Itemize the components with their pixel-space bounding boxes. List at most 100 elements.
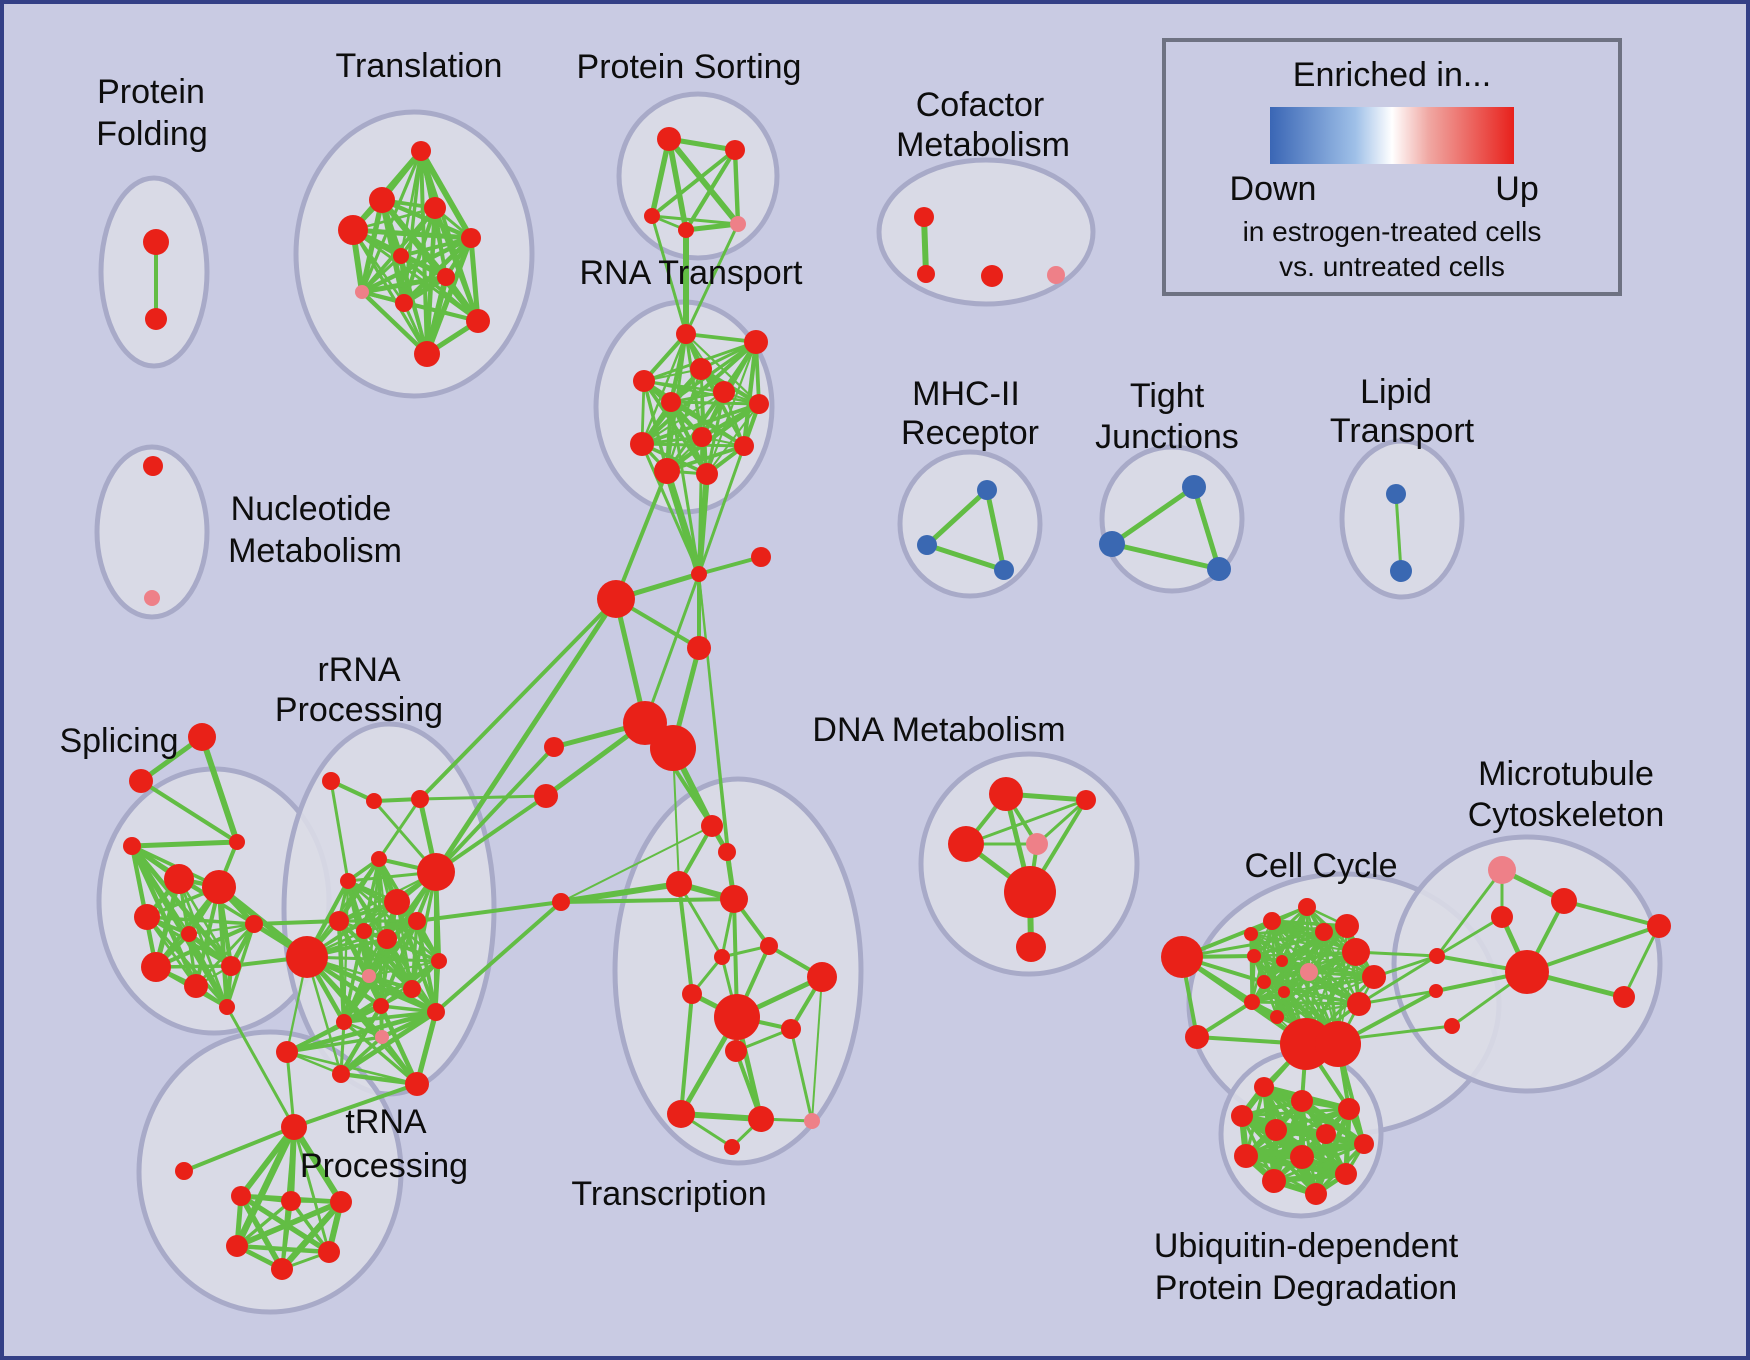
node-tl10[interactable]	[466, 309, 490, 333]
node-ccl[interactable]	[1185, 1025, 1209, 1049]
node-sp4[interactable]	[123, 837, 141, 855]
node-k14[interactable]	[1315, 1021, 1361, 1067]
node-cn1[interactable]	[1429, 948, 1445, 964]
node-rt9[interactable]	[692, 427, 712, 447]
node-u1[interactable]	[1254, 1077, 1274, 1097]
node-tj2[interactable]	[1099, 531, 1125, 557]
node-rr3[interactable]	[411, 790, 429, 808]
node-u5[interactable]	[1265, 1119, 1287, 1141]
node-u4[interactable]	[1231, 1105, 1253, 1127]
node-tn4[interactable]	[720, 885, 748, 913]
node-k5[interactable]	[1342, 938, 1370, 966]
node-k3[interactable]	[1315, 923, 1333, 941]
node-sp2[interactable]	[202, 870, 236, 904]
node-tqh[interactable]	[281, 1114, 307, 1140]
node-tl5[interactable]	[461, 228, 481, 248]
node-rr22[interactable]	[431, 953, 447, 969]
node-mr4[interactable]	[1647, 914, 1671, 938]
node-tl8[interactable]	[355, 285, 369, 299]
node-tj1[interactable]	[1182, 475, 1206, 499]
node-tn7[interactable]	[682, 984, 702, 1004]
node-rr16[interactable]	[336, 1014, 352, 1030]
node-sp10[interactable]	[181, 926, 197, 942]
node-d1[interactable]	[989, 777, 1023, 811]
node-sp6[interactable]	[184, 974, 208, 998]
node-rt8[interactable]	[630, 432, 654, 456]
node-k12[interactable]	[1270, 1010, 1284, 1024]
node-mr2[interactable]	[1491, 906, 1513, 928]
node-k2[interactable]	[1298, 898, 1316, 916]
node-tl3[interactable]	[424, 197, 446, 219]
node-cf2[interactable]	[917, 265, 935, 283]
node-cn3[interactable]	[1444, 1018, 1460, 1034]
node-rr19[interactable]	[276, 1041, 298, 1063]
node-rr10[interactable]	[377, 929, 397, 949]
node-hub1[interactable]	[691, 566, 707, 582]
node-rr2[interactable]	[366, 793, 382, 809]
node-rr4[interactable]	[371, 851, 387, 867]
node-u8[interactable]	[1290, 1145, 1314, 1169]
node-rt1[interactable]	[676, 324, 696, 344]
node-so2[interactable]	[725, 140, 745, 160]
node-tn10[interactable]	[781, 1019, 801, 1039]
node-rt3[interactable]	[633, 370, 655, 392]
node-tn13[interactable]	[748, 1106, 774, 1132]
node-rr13[interactable]	[362, 969, 376, 983]
node-u3[interactable]	[1338, 1098, 1360, 1120]
node-u2[interactable]	[1291, 1090, 1313, 1112]
node-mp[interactable]	[1488, 856, 1516, 884]
node-rh[interactable]	[751, 547, 771, 567]
node-tl11[interactable]	[414, 341, 440, 367]
node-tn1[interactable]	[701, 815, 723, 837]
node-u7[interactable]	[1234, 1144, 1258, 1168]
node-hb2[interactable]	[650, 725, 696, 771]
node-tn12[interactable]	[667, 1100, 695, 1128]
node-tn11[interactable]	[725, 1040, 747, 1062]
node-d6[interactable]	[1016, 932, 1046, 962]
node-tn5[interactable]	[760, 937, 778, 955]
node-rr14[interactable]	[403, 980, 421, 998]
node-cf1[interactable]	[914, 207, 934, 227]
node-nm1[interactable]	[143, 456, 163, 476]
node-k11[interactable]	[1244, 994, 1260, 1010]
node-d3[interactable]	[948, 826, 984, 862]
node-d4[interactable]	[1026, 833, 1048, 855]
node-k13[interactable]	[1280, 1018, 1332, 1070]
node-k10[interactable]	[1278, 986, 1290, 998]
node-rr17[interactable]	[427, 1003, 445, 1021]
node-tq6[interactable]	[271, 1258, 293, 1280]
node-sp3[interactable]	[134, 904, 160, 930]
node-rr5[interactable]	[340, 873, 356, 889]
node-rr1[interactable]	[322, 772, 340, 790]
node-rr8[interactable]	[329, 911, 349, 931]
node-u9[interactable]	[1354, 1134, 1374, 1154]
node-tqi[interactable]	[175, 1162, 193, 1180]
node-mr1[interactable]	[1551, 888, 1577, 914]
node-rt10[interactable]	[734, 436, 754, 456]
node-sp5[interactable]	[141, 952, 171, 982]
node-rt2[interactable]	[744, 330, 768, 354]
node-tn6[interactable]	[714, 949, 730, 965]
node-k6[interactable]	[1300, 963, 1318, 981]
node-lp1[interactable]	[1386, 484, 1406, 504]
node-mr5[interactable]	[1613, 986, 1635, 1008]
node-so3[interactable]	[644, 208, 660, 224]
node-so1[interactable]	[657, 127, 681, 151]
node-rr12[interactable]	[286, 936, 328, 978]
node-rr15[interactable]	[373, 998, 389, 1014]
node-u12[interactable]	[1305, 1183, 1327, 1205]
node-rr11[interactable]	[408, 912, 426, 930]
node-k16[interactable]	[1347, 992, 1371, 1016]
node-tn2[interactable]	[718, 843, 736, 861]
node-tq4[interactable]	[226, 1235, 248, 1257]
node-rr21[interactable]	[405, 1072, 429, 1096]
node-k15[interactable]	[1362, 965, 1386, 989]
node-mr3[interactable]	[1505, 950, 1549, 994]
node-m2[interactable]	[687, 636, 711, 660]
node-cn2[interactable]	[1429, 984, 1443, 998]
node-rr6[interactable]	[417, 853, 455, 891]
node-ls[interactable]	[544, 737, 564, 757]
node-lb[interactable]	[534, 784, 558, 808]
node-tl1[interactable]	[411, 141, 431, 161]
node-pf1[interactable]	[143, 229, 169, 255]
